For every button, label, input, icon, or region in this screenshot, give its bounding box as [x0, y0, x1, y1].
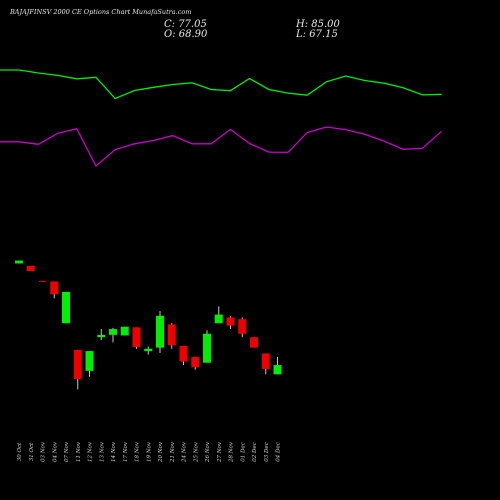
candle-body: [144, 348, 153, 352]
candle-body: [238, 319, 247, 334]
x-tick-label: 11 Nov: [76, 441, 82, 462]
x-tick-label: 25 Nov: [193, 441, 199, 463]
close-value: C: 77.05: [164, 19, 207, 30]
candle-body: [109, 329, 117, 335]
x-tick-label: 26 Nov: [205, 441, 211, 463]
candle-body: [38, 280, 47, 282]
x-tick-label: 17 Nov: [123, 441, 129, 462]
candle-body: [50, 281, 59, 295]
candle-body: [15, 260, 23, 264]
candle-body: [273, 365, 282, 375]
x-tick-label: 04 Nov: [52, 441, 58, 462]
x-tick-label: 01 Dec: [240, 442, 246, 462]
candle-body: [132, 327, 141, 348]
x-tick-label: 30 Oct: [17, 442, 23, 461]
candle-body: [120, 326, 129, 336]
candle-body: [261, 353, 270, 370]
x-tick-label: 27 Nov: [217, 441, 223, 463]
candle-body: [191, 356, 200, 368]
chart-title: BAJAJFINSV 2000 CE Options Chart MunafaS…: [10, 8, 192, 16]
x-tick-label: 14 Nov: [111, 441, 117, 462]
indicator-line-green: [0, 69, 442, 100]
candle-body: [156, 315, 164, 348]
candle-body: [73, 349, 82, 379]
x-tick-label: 18 Nov: [135, 441, 141, 462]
candle-body: [167, 324, 176, 346]
candle-body: [62, 291, 70, 324]
x-tick-label: 21 Nov: [170, 441, 176, 463]
x-axis-labels: 30 Oct 31 Oct 03 Nov 04 Nov 07 Nov 11 Nov 12 N…: [17, 441, 282, 463]
candle-body: [203, 333, 211, 363]
high-value: H: 85.00: [296, 19, 340, 30]
candle-body: [97, 334, 106, 338]
x-tick-label: 28 Nov: [229, 441, 235, 463]
x-tick-label: 02 Dec: [252, 442, 258, 462]
x-tick-label: 19 Nov: [146, 441, 152, 462]
low-value: L: 67.15: [296, 29, 338, 40]
x-tick-label: 04 Dec: [276, 442, 282, 462]
x-tick-label: 24 Nov: [182, 441, 188, 463]
open-value: O: 68.90: [164, 29, 208, 40]
candle-body: [179, 345, 188, 362]
candles: [15, 260, 282, 390]
candle-body: [85, 351, 94, 371]
candle-body: [226, 317, 235, 326]
candle-body: [214, 314, 223, 324]
indicator-lines: [0, 69, 443, 168]
x-tick-label: 31 Oct: [29, 442, 35, 461]
candle-body: [26, 265, 35, 272]
x-tick-label: 03 Dec: [264, 442, 270, 462]
x-tick-label: 20 Nov: [158, 441, 164, 463]
candle-body: [250, 337, 258, 348]
indicator-line-magenta: [0, 126, 443, 168]
x-tick-label: 03 Nov: [41, 441, 47, 462]
x-tick-label: 13 Nov: [99, 441, 105, 462]
x-tick-label: 07 Nov: [64, 441, 70, 462]
x-tick-label: 12 Nov: [88, 441, 94, 462]
